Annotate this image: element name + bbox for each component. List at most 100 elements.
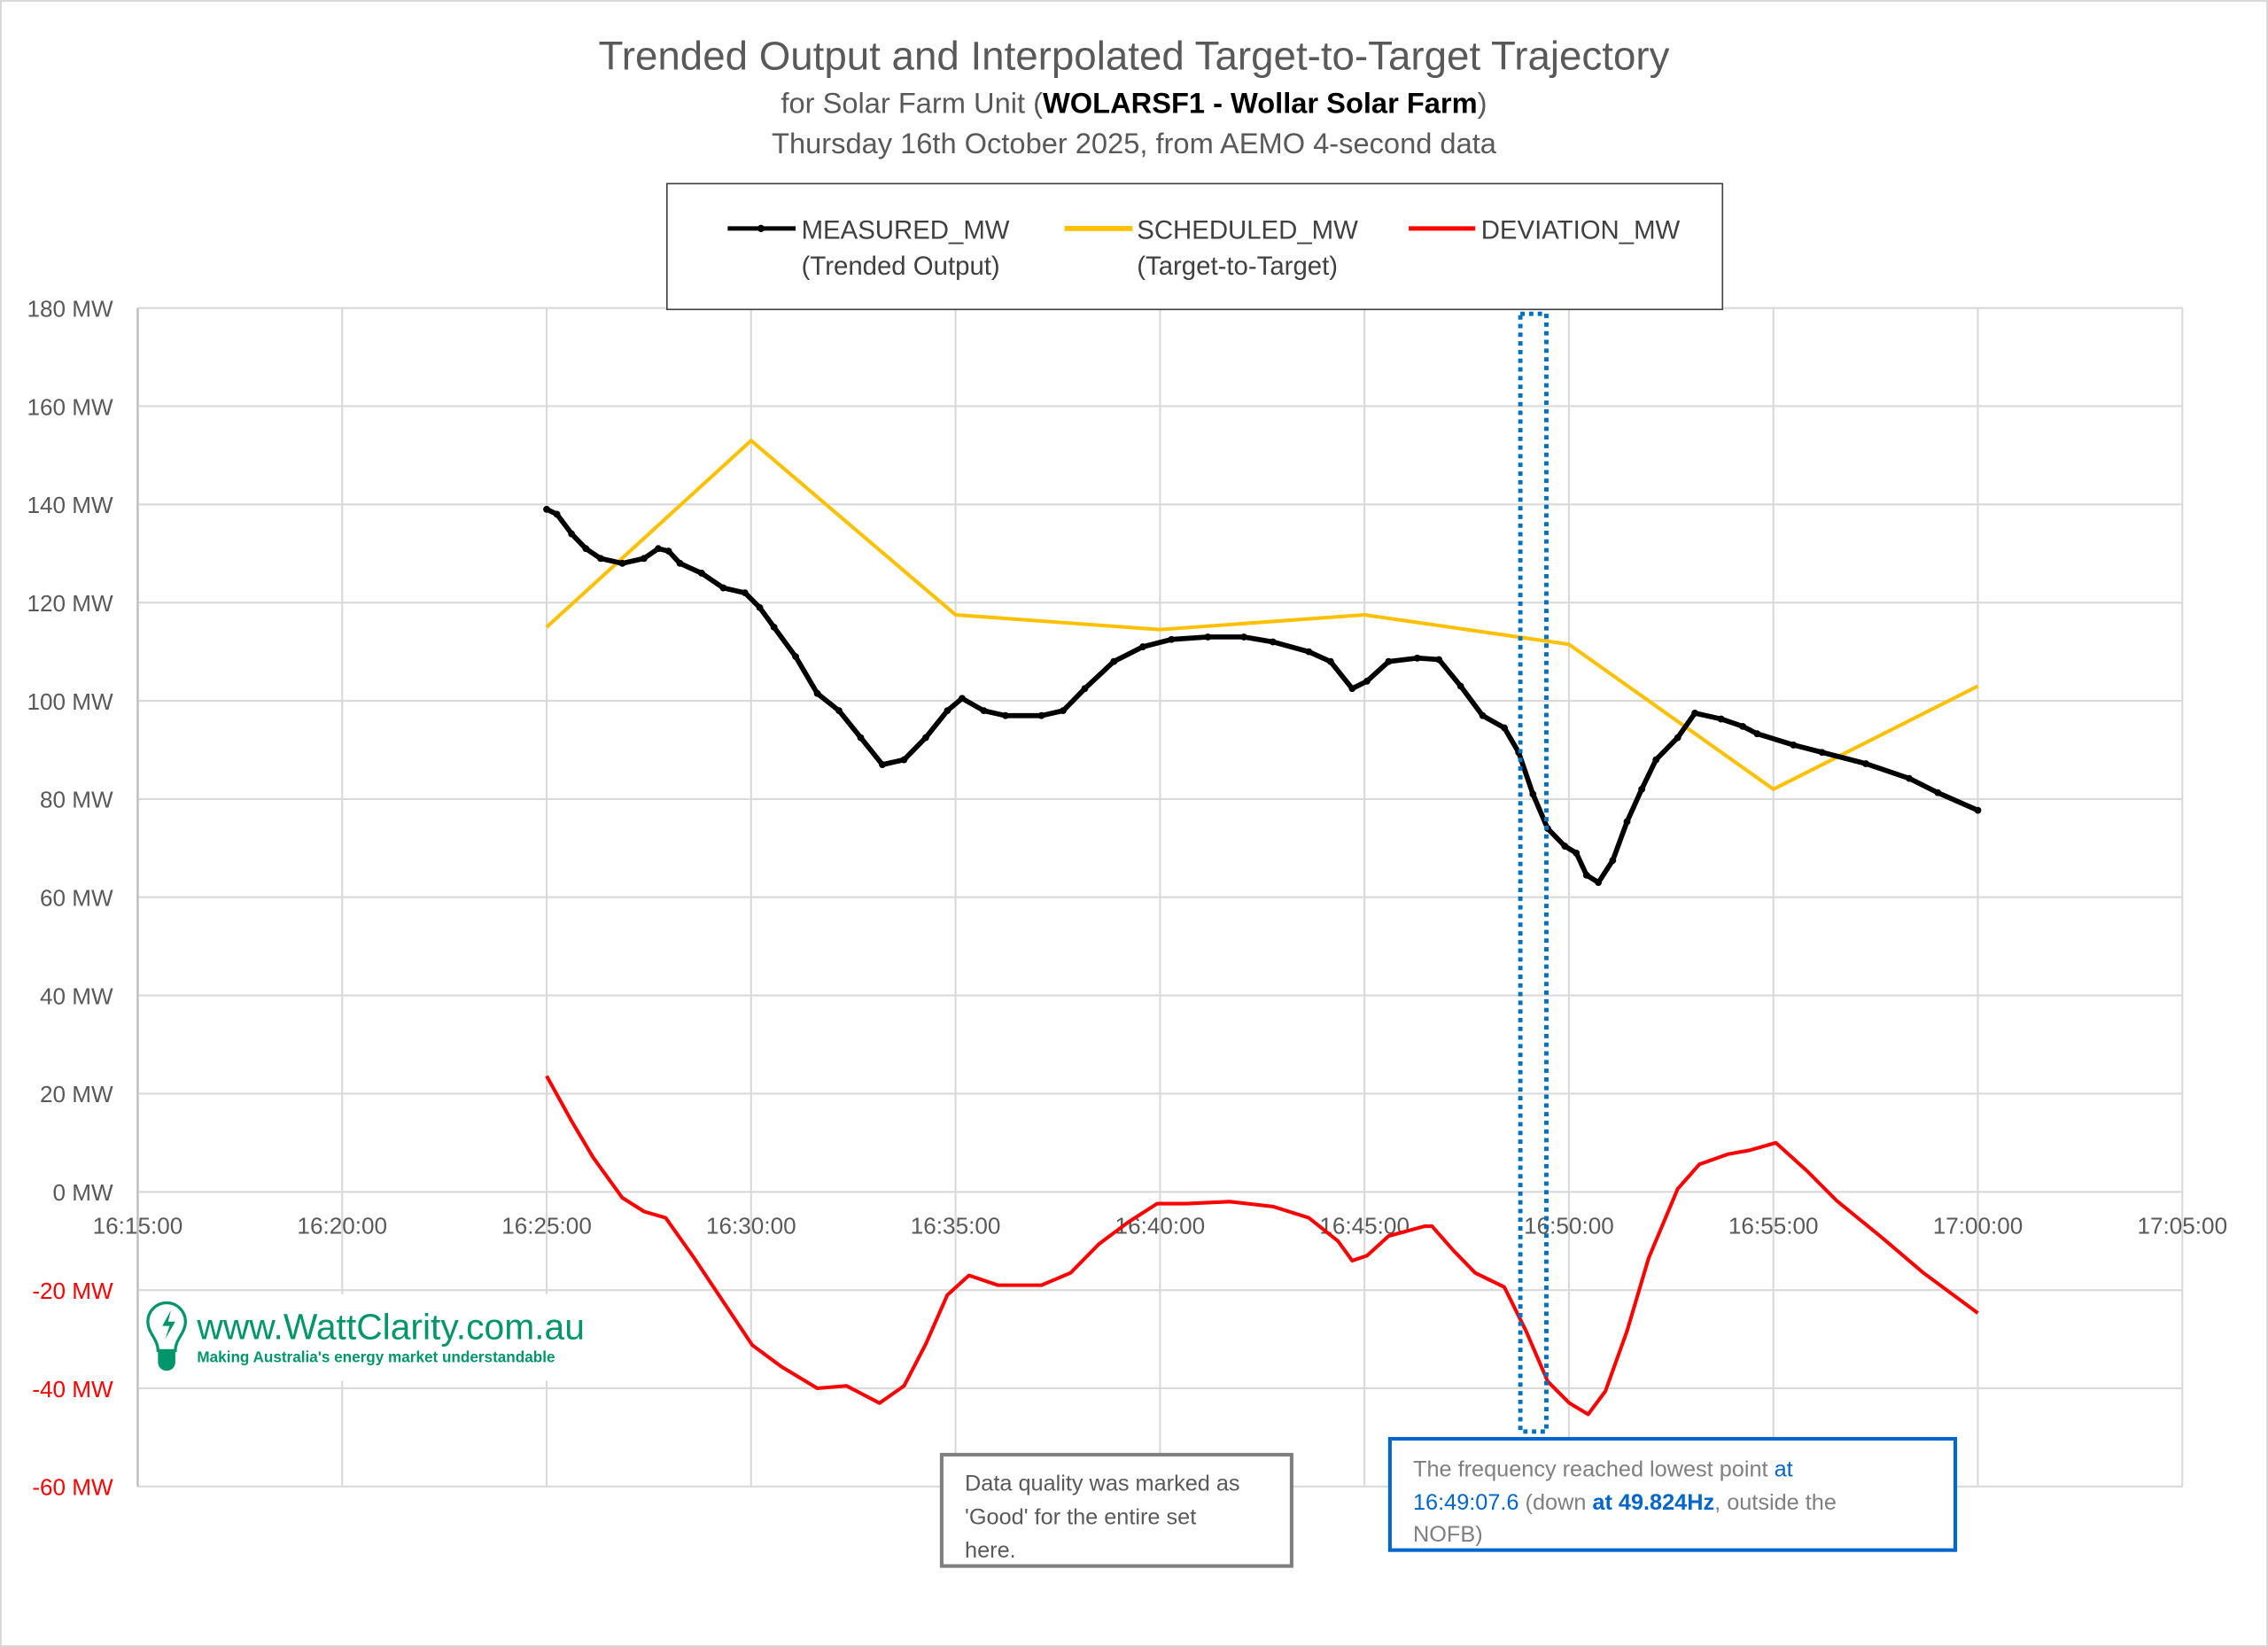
legend-sub-scheduled: (Target-to-Target) xyxy=(1137,252,1338,281)
y-axis-ticks: 180 MW 160 MW 140 MW 120 MW 100 MW 80 MW 60 MW… xyxy=(27,295,113,1500)
series-layer xyxy=(543,439,1982,1417)
data-point xyxy=(1385,657,1393,665)
frequency-low-highlight xyxy=(1518,311,1549,1434)
legend-item-measured: MEASURED_MW (Trended Output) xyxy=(727,215,1010,281)
freq-text-1: The frequency reached lowest point xyxy=(1413,1457,1775,1481)
data-point xyxy=(1609,857,1617,865)
data-point xyxy=(664,548,672,555)
data-point xyxy=(1818,749,1826,757)
x-tick-label: 16:40:00 xyxy=(1115,1213,1206,1239)
data-point xyxy=(813,689,821,697)
data-point xyxy=(1413,654,1421,662)
logo-tagline: Making Australia's energy market underst… xyxy=(197,1348,555,1365)
data-point xyxy=(568,530,576,538)
data-point xyxy=(1638,785,1646,793)
data-point xyxy=(1501,724,1508,732)
x-tick-label: 16:15:00 xyxy=(93,1213,183,1239)
data-point xyxy=(756,603,764,611)
data-point xyxy=(1139,643,1146,650)
data-point xyxy=(719,584,727,592)
series-measured_mw xyxy=(543,505,1982,887)
data-point xyxy=(1060,707,1067,715)
x-tick-label: 16:25:00 xyxy=(501,1213,592,1239)
data-point xyxy=(770,623,778,631)
legend-label-measured: MEASURED_MW xyxy=(802,215,1010,245)
quality-line-1: Data quality was marked as xyxy=(965,1472,1240,1496)
data-point xyxy=(676,559,684,567)
data-point xyxy=(543,505,550,513)
data-point xyxy=(792,653,800,661)
freq-text-4: (down xyxy=(1519,1490,1593,1515)
data-point xyxy=(1906,774,1913,782)
series-deviation_mw xyxy=(545,1075,1979,1417)
y-tick-label: 120 MW xyxy=(27,590,113,617)
data-point xyxy=(921,734,929,742)
x-tick-label: 16:35:00 xyxy=(911,1213,1001,1239)
series-scheduled_mw xyxy=(545,439,1979,791)
data-point xyxy=(1561,843,1569,851)
x-tick-label: 16:55:00 xyxy=(1728,1213,1819,1239)
quality-line-3: here. xyxy=(965,1538,1016,1563)
y-tick-label: 100 MW xyxy=(27,688,113,715)
legend: MEASURED_MW (Trended Output) SCHEDULED_M… xyxy=(666,183,1724,311)
data-point xyxy=(1081,685,1089,693)
data-point xyxy=(1529,790,1537,798)
data-point xyxy=(1168,635,1176,643)
data-point xyxy=(980,707,988,715)
data-point xyxy=(879,761,886,769)
legend-item-deviation: DEVIATION_MW xyxy=(1409,215,1681,245)
data-point xyxy=(1717,715,1725,723)
data-point xyxy=(944,707,951,715)
data-point xyxy=(1739,722,1747,730)
subtitle-suffix: ) xyxy=(1478,86,1487,119)
legend-item-scheduled: SCHEDULED_MW (Target-to-Target) xyxy=(1064,215,1358,281)
data-point xyxy=(698,570,705,577)
data-point xyxy=(1435,656,1443,664)
data-point xyxy=(1573,849,1581,857)
chart-title: Trended Output and Interpolated Target-t… xyxy=(599,33,1670,78)
y-tick-label: 80 MW xyxy=(40,787,113,813)
data-point xyxy=(640,555,648,563)
data-point xyxy=(1363,677,1371,685)
subtitle-unit: WOLARSF1 - Wollar Solar Farm xyxy=(1043,86,1478,119)
data-point xyxy=(1204,633,1212,641)
data-point xyxy=(553,510,561,518)
data-point xyxy=(1240,633,1247,641)
svg-text:The frequency reached lowest p: The frequency reached lowest point at xyxy=(1413,1457,1793,1481)
data-point xyxy=(1674,734,1682,742)
quality-line-2: 'Good' for the entire set xyxy=(965,1504,1196,1529)
data-point xyxy=(618,559,626,567)
y-tick-label: 40 MW xyxy=(40,983,113,1009)
x-tick-label: 16:50:00 xyxy=(1524,1213,1614,1239)
y-tick-label: -20 MW xyxy=(32,1278,113,1304)
data-point xyxy=(1691,709,1699,717)
x-tick-label: 16:30:00 xyxy=(706,1213,796,1239)
logo-text: www.WattClarity.com.au xyxy=(196,1306,585,1347)
data-quality-note: Data quality was marked as 'Good' for th… xyxy=(939,1452,1293,1568)
data-point xyxy=(1595,879,1603,887)
freq-text-7: NOFB) xyxy=(1413,1522,1483,1547)
chart-subtitle-2: Thursday 16th October 2025, from AEMO 4-… xyxy=(772,127,1497,159)
freq-text-2: at xyxy=(1775,1457,1793,1481)
data-point xyxy=(1753,730,1761,738)
data-point xyxy=(835,707,843,715)
data-point xyxy=(1305,648,1313,656)
legend-label-scheduled: SCHEDULED_MW xyxy=(1137,215,1358,245)
legend-label-deviation: DEVIATION_MW xyxy=(1481,215,1681,245)
y-tick-label: 140 MW xyxy=(27,492,113,518)
data-point xyxy=(1652,756,1660,764)
x-tick-label: 17:05:00 xyxy=(2137,1213,2227,1239)
chart-subtitle: for Solar Farm Unit (WOLARSF1 - Wollar S… xyxy=(781,86,1487,119)
data-point xyxy=(582,545,590,553)
data-point xyxy=(1110,657,1118,665)
lightbulb-icon xyxy=(146,1301,187,1371)
data-point xyxy=(655,545,662,553)
wattclarity-logo: www.WattClarity.com.au Making Australia'… xyxy=(144,1294,594,1381)
svg-text:16:49:07.6 (down at 49.824Hz,: 16:49:07.6 (down at 49.824Hz, outside th… xyxy=(1413,1490,1837,1515)
data-point xyxy=(1037,711,1045,719)
data-point xyxy=(1790,742,1798,749)
x-axis-ticks: 16:15:00 16:20:00 16:25:00 16:30:00 16:35:00… xyxy=(93,1213,2227,1239)
data-point xyxy=(900,756,908,764)
